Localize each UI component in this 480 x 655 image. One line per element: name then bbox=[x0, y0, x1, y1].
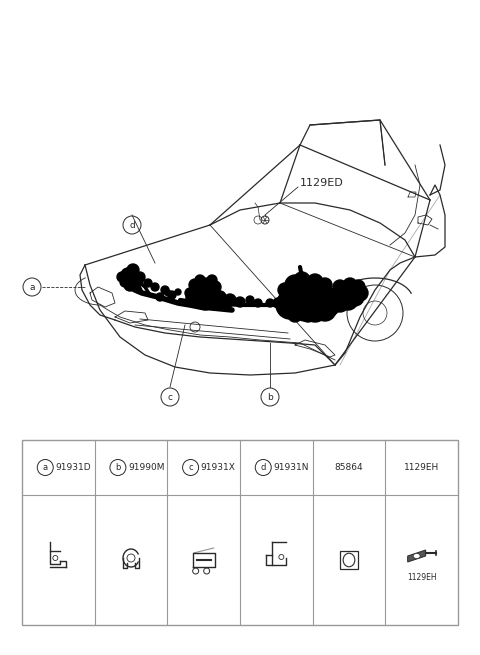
Circle shape bbox=[207, 275, 217, 285]
Text: d: d bbox=[129, 221, 135, 229]
Circle shape bbox=[124, 279, 136, 291]
Text: d: d bbox=[261, 463, 266, 472]
Circle shape bbox=[301, 284, 323, 306]
Circle shape bbox=[168, 291, 176, 299]
Text: b: b bbox=[267, 392, 273, 402]
Circle shape bbox=[207, 294, 223, 310]
Circle shape bbox=[309, 281, 327, 299]
Text: 91931D: 91931D bbox=[55, 463, 91, 472]
Circle shape bbox=[288, 281, 312, 305]
Circle shape bbox=[198, 278, 212, 292]
Circle shape bbox=[307, 274, 323, 290]
Text: 1129ED: 1129ED bbox=[300, 178, 344, 188]
Circle shape bbox=[127, 264, 139, 276]
Text: a: a bbox=[43, 463, 48, 472]
Circle shape bbox=[266, 299, 274, 307]
Circle shape bbox=[186, 288, 204, 306]
Circle shape bbox=[343, 278, 357, 292]
Text: b: b bbox=[115, 463, 120, 472]
Text: c: c bbox=[188, 463, 193, 472]
Circle shape bbox=[151, 283, 159, 291]
Circle shape bbox=[246, 296, 254, 304]
Circle shape bbox=[218, 296, 232, 310]
Text: 1129EH: 1129EH bbox=[407, 574, 436, 582]
Text: 91990M: 91990M bbox=[128, 463, 165, 472]
Circle shape bbox=[209, 281, 221, 293]
Circle shape bbox=[185, 288, 195, 298]
Circle shape bbox=[189, 279, 201, 291]
Circle shape bbox=[318, 278, 332, 292]
Circle shape bbox=[195, 290, 215, 310]
Circle shape bbox=[327, 295, 343, 311]
Text: 91931X: 91931X bbox=[201, 463, 236, 472]
Circle shape bbox=[214, 291, 226, 303]
Circle shape bbox=[298, 277, 318, 297]
Circle shape bbox=[312, 287, 332, 307]
Circle shape bbox=[280, 289, 296, 305]
Circle shape bbox=[144, 279, 152, 287]
Circle shape bbox=[175, 289, 181, 295]
Text: 91931N: 91931N bbox=[273, 463, 309, 472]
Circle shape bbox=[338, 290, 358, 310]
Circle shape bbox=[273, 298, 283, 308]
Text: 1129EH: 1129EH bbox=[404, 463, 439, 472]
Circle shape bbox=[346, 288, 364, 306]
Circle shape bbox=[161, 286, 169, 294]
Polygon shape bbox=[408, 550, 426, 562]
Circle shape bbox=[202, 285, 218, 301]
Circle shape bbox=[235, 297, 245, 307]
Circle shape bbox=[193, 283, 207, 297]
Ellipse shape bbox=[413, 553, 420, 559]
Circle shape bbox=[294, 272, 310, 288]
Circle shape bbox=[276, 291, 304, 319]
Circle shape bbox=[321, 298, 339, 316]
Circle shape bbox=[278, 283, 292, 297]
Circle shape bbox=[288, 308, 302, 322]
Text: a: a bbox=[29, 282, 35, 291]
Circle shape bbox=[314, 299, 336, 321]
Circle shape bbox=[127, 272, 143, 288]
Circle shape bbox=[328, 288, 342, 302]
Circle shape bbox=[331, 294, 349, 312]
Circle shape bbox=[333, 280, 347, 294]
Circle shape bbox=[352, 285, 368, 301]
Circle shape bbox=[117, 272, 127, 282]
Circle shape bbox=[303, 298, 327, 322]
Circle shape bbox=[156, 293, 164, 301]
Circle shape bbox=[301, 308, 315, 322]
Circle shape bbox=[195, 275, 205, 285]
Circle shape bbox=[254, 299, 262, 307]
Circle shape bbox=[165, 290, 171, 296]
Circle shape bbox=[351, 280, 365, 294]
Circle shape bbox=[121, 268, 135, 282]
Circle shape bbox=[292, 295, 318, 321]
Circle shape bbox=[120, 277, 130, 287]
Text: c: c bbox=[168, 392, 172, 402]
Text: 85864: 85864 bbox=[335, 463, 363, 472]
Circle shape bbox=[285, 275, 305, 295]
Circle shape bbox=[337, 285, 353, 301]
Circle shape bbox=[135, 272, 145, 282]
Circle shape bbox=[345, 283, 359, 297]
Circle shape bbox=[224, 294, 236, 306]
